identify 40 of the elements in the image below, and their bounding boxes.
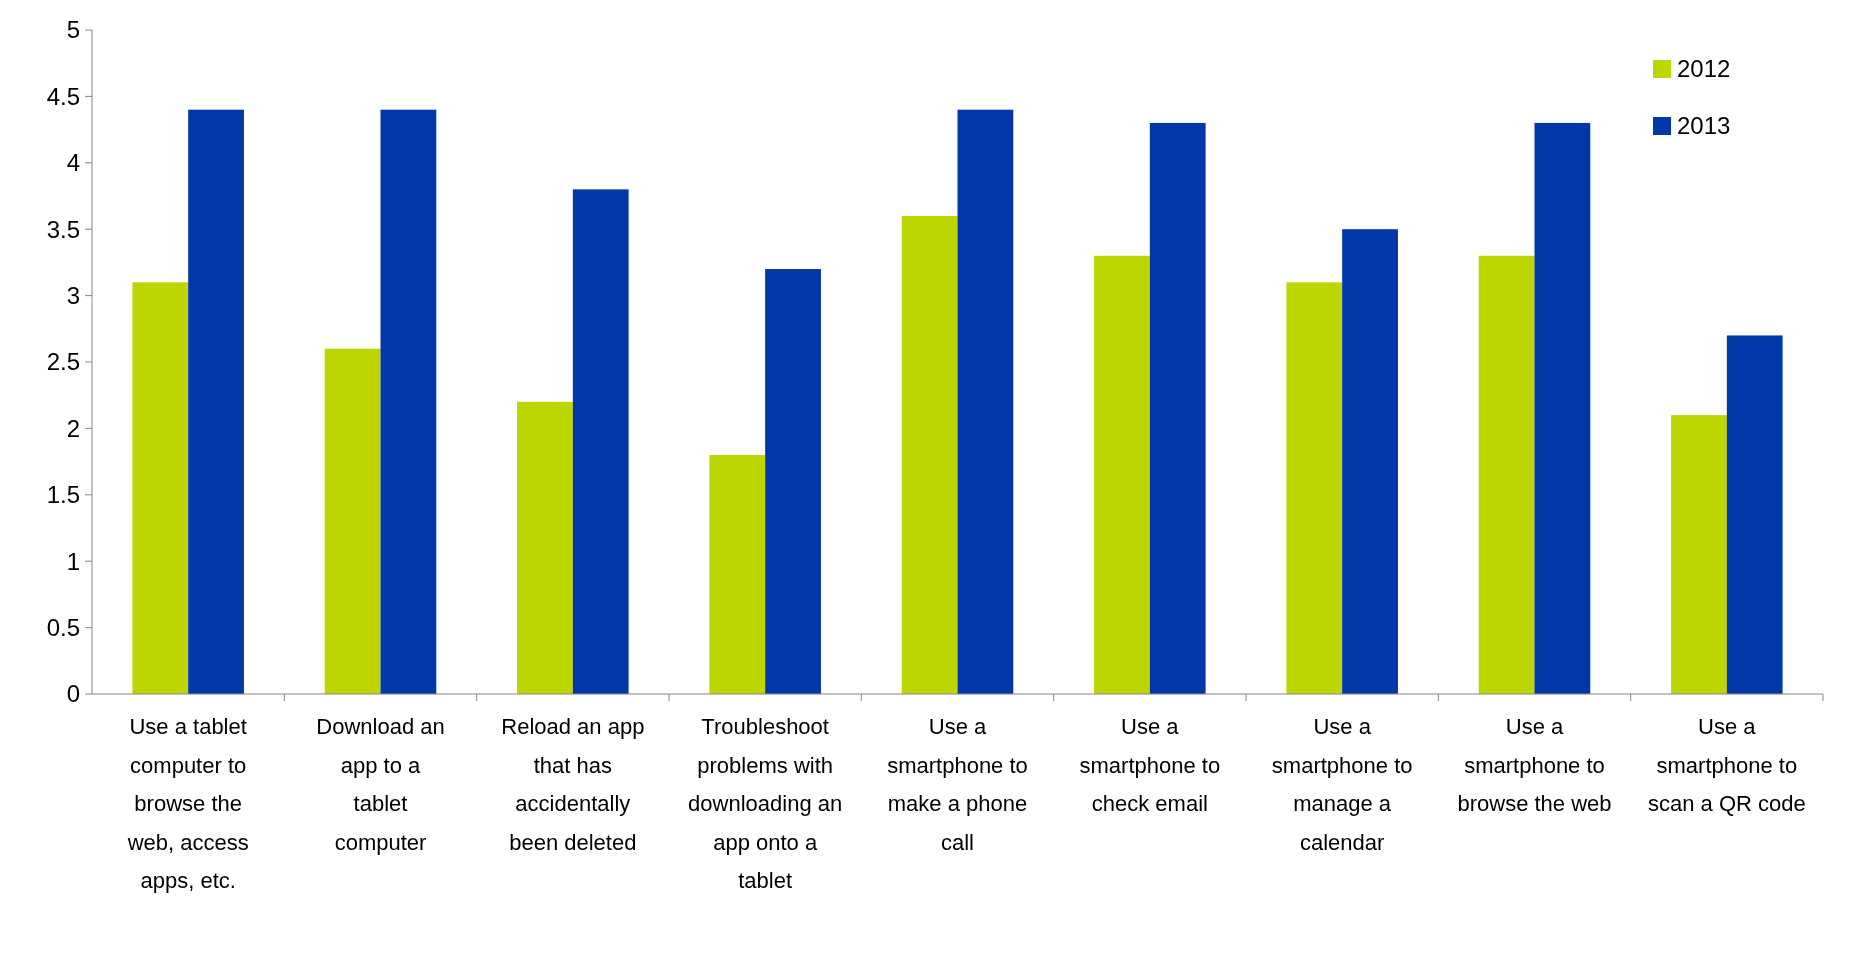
y-tick-label: 2 xyxy=(66,414,80,442)
bar xyxy=(901,215,958,694)
y-tick-label: 0.5 xyxy=(46,614,80,641)
bar xyxy=(1342,229,1398,694)
x-tick-label: Reload an app that has accidentally been deleted xyxy=(501,714,645,855)
y-tick-label: 3.5 xyxy=(46,215,80,243)
bar xyxy=(957,109,1014,694)
x-tick-label: Use a smartphone to browse the web xyxy=(1457,714,1612,816)
bar xyxy=(765,269,821,694)
bar xyxy=(1726,335,1783,694)
bar xyxy=(1534,122,1591,694)
x-tick-label: Use a tablet computer to browse the web, access apps, etc. xyxy=(126,714,249,893)
y-tick-label: 1 xyxy=(66,547,80,575)
y-tick-label: 4 xyxy=(66,149,80,177)
y-tick-label: 3 xyxy=(66,282,80,309)
bar xyxy=(1671,415,1727,694)
bar xyxy=(380,109,437,694)
y-tick-label: 4.5 xyxy=(46,82,80,110)
bar xyxy=(1286,282,1343,694)
y-tick-label: 1.5 xyxy=(46,481,80,509)
bar xyxy=(1094,255,1150,694)
x-tick-label: Use a smartphone to manage a calendar xyxy=(1271,714,1413,855)
x-tick-label: Use a smartphone to check email xyxy=(1079,714,1221,816)
bar xyxy=(188,109,244,694)
x-tick-label: Use a smartphone to scan a QR code xyxy=(1647,714,1806,816)
y-tick-label: 5 xyxy=(66,16,80,44)
bar xyxy=(324,348,381,694)
bar xyxy=(132,282,189,694)
x-tick-label: Download an app to a tablet computer xyxy=(316,714,445,855)
legend-label: 2013 xyxy=(1677,112,1731,140)
x-tick-label: Troubleshoot problems with downloading an app onto a tablet xyxy=(688,714,843,893)
bar xyxy=(1149,122,1206,694)
bar xyxy=(709,454,766,694)
legend-label: 2012 xyxy=(1677,55,1731,83)
y-tick-label: 0 xyxy=(66,680,80,708)
y-tick-label: 2.5 xyxy=(46,348,80,376)
x-tick-label: Use a smartphone to make a phone call xyxy=(887,714,1028,855)
bar xyxy=(1478,255,1535,694)
bar xyxy=(517,401,573,694)
bar xyxy=(572,189,629,694)
